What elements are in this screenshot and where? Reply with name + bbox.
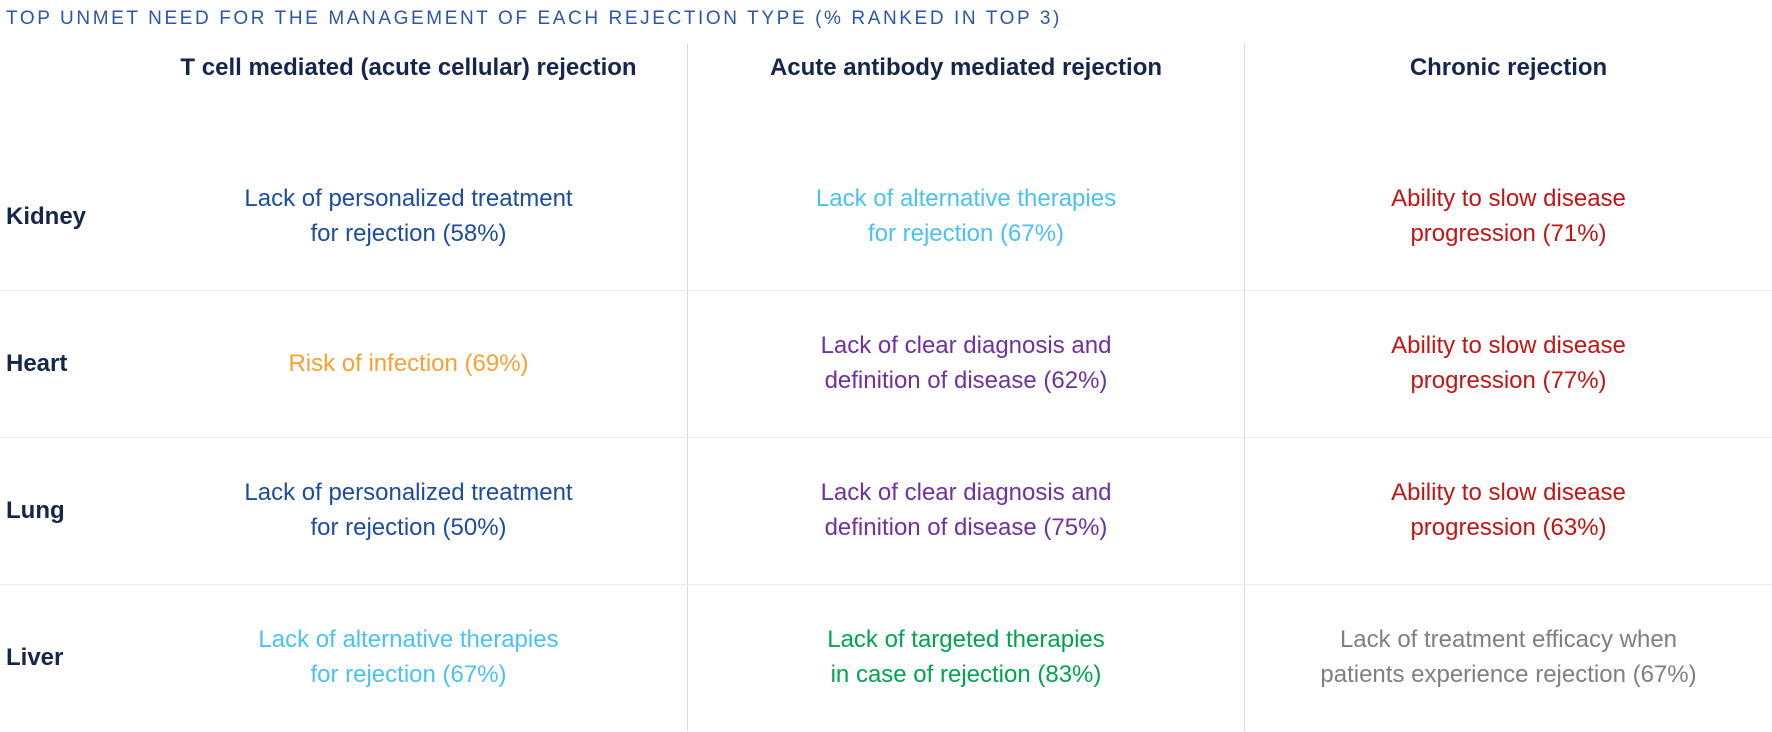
column-header-tcell-rejection: T cell mediated (acute cellular) rejecti…	[130, 44, 688, 144]
table-header-row: T cell mediated (acute cellular) rejecti…	[0, 44, 1772, 144]
table-row-lung: Lung Lack of personalized treatment for …	[0, 437, 1772, 584]
table-row-liver: Liver Lack of alternative therapies for …	[0, 584, 1772, 731]
need-cell-liver-antibody: Lack of targeted therapies in case of re…	[688, 585, 1245, 731]
need-cell-lung-antibody: Lack of clear diagnosis and definition o…	[688, 438, 1245, 584]
row-label-liver: Liver	[6, 644, 64, 671]
column-header-chronic-rejection: Chronic rejection	[1409, 54, 1608, 81]
table-row-kidney: Kidney Lack of personalized treatment fo…	[0, 144, 1772, 290]
need-cell-kidney-antibody: Lack of alternative therapies for reject…	[688, 144, 1245, 290]
unmet-needs-table: T cell mediated (acute cellular) rejecti…	[0, 44, 1772, 731]
row-label-kidney: Kidney	[6, 203, 87, 230]
need-cell-kidney-tcell: Lack of personalized treatment for rejec…	[130, 144, 688, 290]
page-title: TOP UNMET NEED FOR THE MANAGEMENT OF EAC…	[6, 8, 1062, 29]
table-row-heart: Heart Risk of infection (69%) Lack of cl…	[0, 290, 1772, 437]
need-cell-heart-chronic: Ability to slow disease progression (77%…	[1391, 332, 1626, 394]
row-label-lung: Lung	[6, 497, 65, 524]
need-cell-heart-tcell: Risk of infection (69%)	[130, 291, 688, 437]
need-cell-heart-antibody: Lack of clear diagnosis and definition o…	[688, 291, 1245, 437]
need-cell-lung-tcell: Lack of personalized treatment for rejec…	[130, 438, 688, 584]
need-cell-kidney-chronic: Ability to slow disease progression (71%…	[1391, 185, 1626, 247]
column-header-antibody-rejection: Acute antibody mediated rejection	[688, 44, 1245, 144]
table-corner-cell	[0, 44, 130, 144]
need-cell-liver-chronic: Lack of treatment efficacy when patients…	[1320, 626, 1697, 688]
row-label-heart: Heart	[6, 350, 68, 377]
need-cell-liver-tcell: Lack of alternative therapies for reject…	[130, 585, 688, 731]
need-cell-lung-chronic: Ability to slow disease progression (63%…	[1391, 479, 1626, 541]
